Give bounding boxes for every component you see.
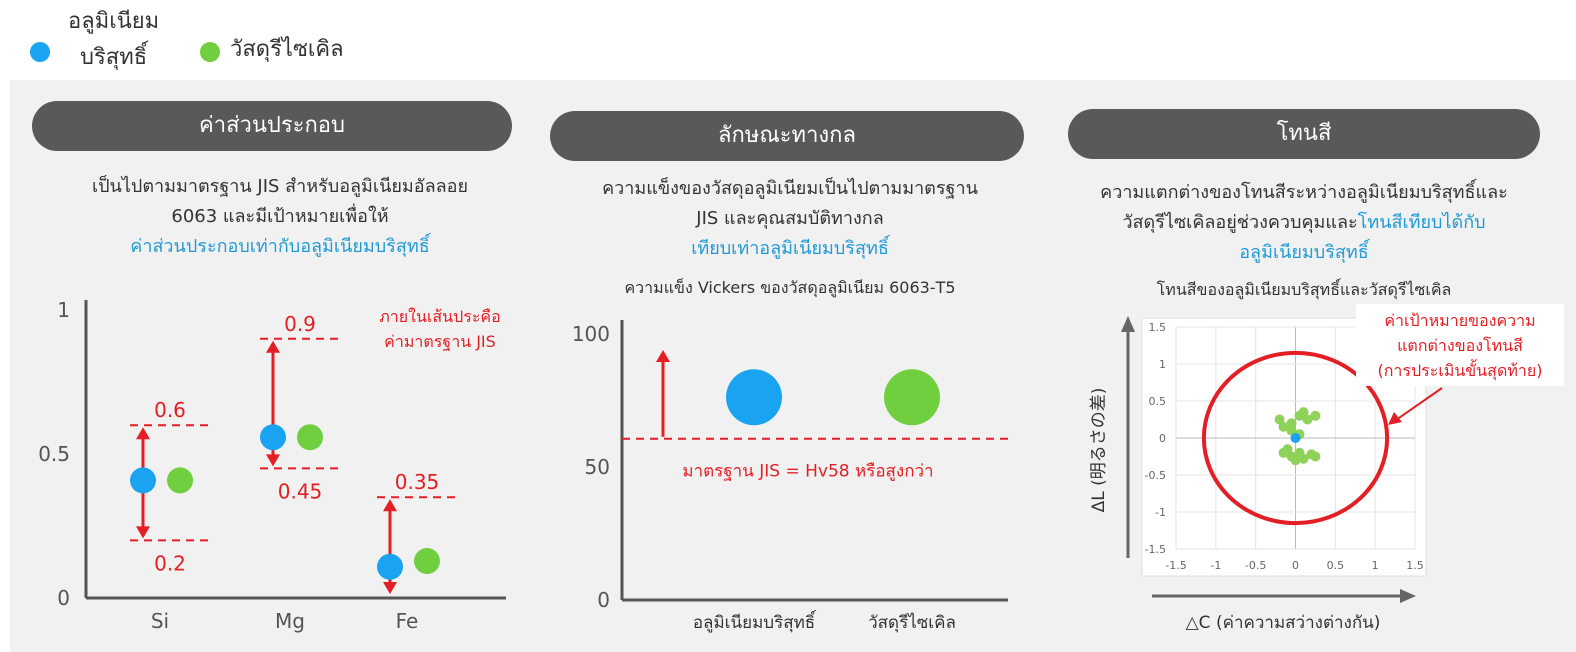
mechanical-desc-highlight: เทียบเท่าอลูมิเนียมบริสุทธิ์ [691, 238, 889, 259]
color-y-tick-label: -1 [1155, 506, 1166, 519]
hardness-recycled-point [884, 369, 940, 426]
panel-composition-title: ค่าส่วนประกอบ [32, 101, 512, 151]
color-target-label-line1: ค่าเป้าหมายของความ [1384, 311, 1535, 330]
color-recycled-point [1302, 414, 1313, 425]
color-desc-line2a: วัสดุรีไซเคิลอยู่ช่วงควบคุมและ [1122, 212, 1358, 233]
color-x-tick-label: 1 [1372, 559, 1379, 572]
color-desc-line1: ความแตกต่างของโทนสีระหว่างอลูมิเนียมบริส… [1100, 182, 1508, 203]
hardness-x-tick-label: วัสดุรีไซเคิล [868, 612, 956, 633]
color-target-pointer-line [1395, 387, 1443, 421]
legend-pure-label-line2: บริสุทธิ์ [80, 45, 148, 70]
color-y-tick-label: -0.5 [1145, 469, 1166, 482]
color-target-label-line2: แตกต่างของโทนสี [1397, 336, 1523, 355]
color-recycled-point [1310, 451, 1321, 462]
hardness-threshold-label: มาตรฐาน JIS = Hv58 หรือสูงกว่า [682, 462, 933, 482]
composition-x-tick-label: Mg [275, 609, 305, 633]
composition-range-arrow-down [136, 526, 150, 539]
color-target-label-line3: (การประเมินขั้นสุดท้าย) [1378, 359, 1543, 381]
mechanical-subtitle: ความแข็ง Vickers ของวัสดุอลูมิเนียม 6063… [624, 278, 956, 297]
composition-range-arrow-down [383, 582, 397, 594]
composition-pure-point [130, 467, 156, 494]
composition-desc-highlight: ค่าส่วนประกอบเท่ากับอลูมิเนียมบริสุทธิ์ [130, 236, 430, 257]
composition-recycled-point [167, 467, 193, 494]
legend-pure-dot [30, 42, 50, 62]
composition-range-arrow-up [383, 499, 397, 512]
color-recycled-point [1278, 421, 1289, 432]
composition-recycled-point [297, 424, 323, 451]
color-recycled-point [1310, 410, 1321, 421]
color-x-tick-label: 1.5 [1406, 559, 1424, 572]
legend-recycled-dot [200, 42, 220, 62]
hardness-arrow-head [656, 350, 670, 362]
hardness-x-tick-label: อลูมิเนียมบริสุทธิ์ [693, 610, 817, 633]
composition-desc-line2: 6063 และมีเป้าหมายเพื่อให้ [171, 206, 389, 227]
composition-y-tick-label: 1 [57, 298, 70, 322]
composition-x-tick-label: Si [151, 609, 169, 633]
color-recycled-point [1286, 425, 1297, 436]
color-x-tick-label: -0.5 [1245, 559, 1266, 572]
composition-annotation-line1: ภายในเส้นประคือ [379, 307, 500, 326]
color-recycled-point [1274, 414, 1285, 425]
composition-annotation-line2: ค่ามาตรฐาน JIS [384, 332, 496, 351]
color-y-axis-arrow-head [1121, 316, 1135, 332]
hardness-y-tick-label: 0 [597, 588, 610, 612]
color-y-tick-label: 1.5 [1149, 321, 1167, 334]
panel-composition-desc: เป็นไปตามมาตรฐาน JIS สำหรับอลูมิเนียมอัล… [10, 172, 550, 262]
composition-recycled-point [414, 548, 440, 575]
color-y-axis-label: ΔL (明るさの差) [1089, 388, 1109, 513]
color-recycled-point [1298, 407, 1309, 418]
composition-pure-point [260, 424, 286, 451]
panel-color-desc: ความแตกต่างของโทนสีระหว่างอลูมิเนียมบริส… [1050, 178, 1558, 268]
color-y-tick-label: 0 [1159, 432, 1166, 445]
legend-recycled-label: วัสดุรีไซเคิล [230, 37, 344, 62]
color-x-tick-label: 0.5 [1327, 559, 1345, 572]
color-target-pointer-head [1388, 412, 1402, 425]
color-x-tick-label: -1.5 [1165, 559, 1186, 572]
composition-range-arrow-down [266, 454, 280, 467]
color-pure-point [1290, 433, 1301, 443]
legend-pure-label-line1: อลูมิเนียม [68, 9, 160, 34]
panel-color-title: โทนสี [1068, 109, 1540, 159]
composition-range-arrow-up [266, 340, 280, 353]
composition-x-tick-label: Fe [396, 609, 419, 633]
hardness-pure-point [726, 369, 782, 426]
panel-mechanical-desc: ความแข็งของวัสดุอลูมิเนียมเป็นไปตามมาตรฐ… [540, 174, 1040, 264]
color-recycled-point [1282, 444, 1293, 455]
color-target-circle [1201, 350, 1390, 526]
color-desc-highlight-a: โทนสีเทียบได้กับ [1357, 212, 1486, 233]
legend: อลูมิเนียม บริสุทธิ์ วัสดุรีไซเคิล [0, 0, 1576, 80]
color-recycled-point [1286, 418, 1297, 429]
color-x-tick-label: 0 [1292, 559, 1299, 572]
color-x-axis-label: △C (ค่าความสว่างต่างกัน) [1186, 613, 1381, 633]
composition-pure-point [377, 553, 403, 580]
composition-range-min-label: 0.45 [278, 479, 323, 503]
composition-y-tick-label: 0.5 [38, 442, 70, 466]
composition-range-max-label: 0.6 [154, 398, 186, 422]
mechanical-desc-line1: ความแข็งของวัสดุอลูมิเนียมเป็นไปตามมาตรฐ… [602, 178, 978, 199]
color-x-axis-arrow-head [1400, 589, 1416, 603]
composition-range-min-label: 0.2 [154, 551, 186, 575]
color-recycled-point [1298, 453, 1309, 464]
color-target-label-bg [1356, 304, 1564, 386]
color-y-tick-label: 1 [1159, 358, 1166, 371]
color-recycled-point [1290, 455, 1301, 466]
color-x-tick-label: -1 [1210, 559, 1221, 572]
hardness-y-tick-label: 100 [572, 322, 610, 346]
composition-y-tick-label: 0 [57, 586, 70, 610]
panel-mechanical-title: ลักษณะทางกล [550, 111, 1024, 161]
mechanical-desc-line2: JIS และคุณสมบัติทางกล [696, 208, 884, 229]
color-subtitle: โทนสีของอลูมิเนียมบริสุทธิ์และวัสดุรีไซเ… [1156, 280, 1452, 299]
composition-range-max-label: 0.9 [284, 312, 316, 336]
color-y-tick-label: -1.5 [1145, 543, 1166, 556]
color-desc-line2: วัสดุรีไซเคิลอยู่ช่วงควบคุมและโทนสีเทียบ… [1050, 208, 1558, 238]
composition-range-max-label: 0.35 [395, 470, 440, 494]
composition-desc-line1: เป็นไปตามมาตรฐาน JIS สำหรับอลูมิเนียมอัล… [91, 176, 469, 197]
color-desc-highlight-b: อลูมิเนียมบริสุทธิ์ [1239, 242, 1369, 263]
composition-range-arrow-up [136, 427, 150, 440]
hardness-y-tick-label: 50 [585, 455, 610, 479]
color-y-tick-label: 0.5 [1149, 395, 1167, 408]
